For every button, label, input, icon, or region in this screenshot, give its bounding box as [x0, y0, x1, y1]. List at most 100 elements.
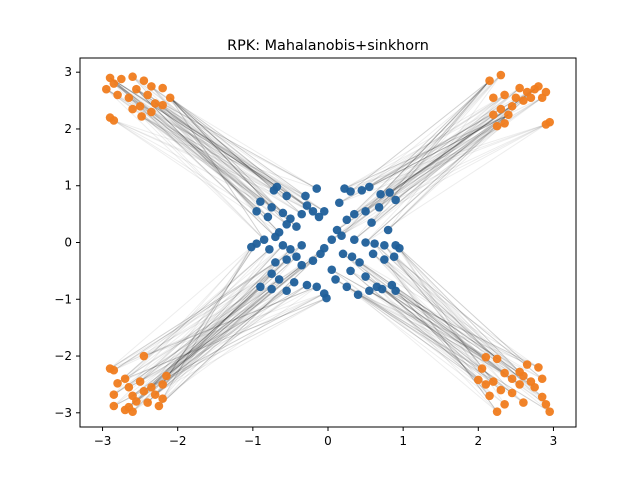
- transport-link: [166, 260, 314, 377]
- target-point: [492, 354, 502, 364]
- transport-link: [162, 104, 278, 188]
- source-point: [302, 280, 312, 290]
- target-point: [500, 90, 509, 100]
- transport-link: [372, 253, 543, 398]
- source-point: [391, 195, 400, 205]
- transport-link: [344, 114, 509, 190]
- transport-link: [162, 249, 270, 399]
- target-point: [113, 90, 122, 100]
- source-point: [365, 286, 374, 296]
- transport-link: [391, 284, 524, 377]
- transport-link: [395, 245, 505, 374]
- transport-link: [169, 97, 284, 214]
- source-point: [274, 275, 284, 284]
- transport-link: [387, 105, 513, 231]
- transport-link: [162, 246, 252, 399]
- transport-link: [374, 243, 479, 381]
- target-point: [109, 365, 119, 375]
- source-point: [282, 286, 291, 296]
- source-point: [395, 243, 404, 253]
- transport-link: [381, 288, 524, 403]
- source-point: [380, 241, 389, 250]
- transport-link: [365, 124, 547, 243]
- transport-link: [132, 76, 287, 197]
- transport-link: [113, 119, 317, 190]
- transport-link: [339, 85, 539, 204]
- transport-link: [124, 297, 327, 380]
- source-point: [376, 189, 385, 199]
- transport-link: [162, 273, 273, 399]
- transport-link: [344, 85, 539, 190]
- transport-link: [147, 244, 303, 403]
- transport-link: [376, 286, 498, 413]
- source-point: [312, 282, 322, 292]
- transport-link: [141, 116, 275, 191]
- transport-link: [132, 76, 317, 189]
- target-point: [519, 96, 528, 105]
- transport-link: [369, 114, 509, 188]
- transport-link: [395, 290, 487, 358]
- source-point: [383, 225, 393, 235]
- transport-link: [371, 80, 490, 223]
- source-point: [269, 185, 279, 195]
- source-point: [346, 266, 355, 276]
- transport-link: [395, 245, 483, 369]
- x-tick-label: 1: [399, 434, 407, 448]
- transport-link: [344, 94, 505, 190]
- source-point: [271, 232, 280, 242]
- target-point: [109, 79, 119, 88]
- transport-link: [350, 80, 490, 192]
- target-point: [519, 398, 528, 407]
- transport-link: [365, 276, 520, 385]
- transport-link: [169, 97, 303, 215]
- source-point: [267, 269, 276, 279]
- source-point: [334, 198, 344, 208]
- source-point: [282, 191, 291, 201]
- target-point: [143, 398, 152, 407]
- source-point: [380, 255, 389, 264]
- transport-link: [354, 85, 539, 215]
- transport-link: [162, 243, 258, 385]
- target-point: [109, 116, 119, 125]
- transport-link: [335, 278, 505, 374]
- transport-link: [346, 114, 494, 221]
- transport-link: [158, 290, 288, 407]
- x-tick-label: 2: [474, 434, 482, 448]
- transport-link: [341, 114, 494, 237]
- target-point: [113, 378, 122, 388]
- target-point: [139, 351, 149, 361]
- transport-link: [162, 246, 252, 385]
- transport-link: [371, 97, 543, 224]
- target-point: [474, 375, 483, 385]
- target-point: [158, 394, 167, 403]
- transport-link: [393, 256, 547, 405]
- source-point: [256, 197, 265, 206]
- transport-link: [141, 116, 272, 208]
- transport-link: [372, 253, 494, 382]
- transport-link: [128, 248, 291, 408]
- transport-link: [376, 286, 498, 360]
- transport-link: [399, 247, 487, 358]
- target-point: [496, 104, 506, 114]
- target-point: [120, 374, 130, 384]
- transport-link: [341, 97, 543, 237]
- transport-link: [166, 244, 303, 377]
- source-point: [278, 208, 288, 218]
- transport-link: [117, 278, 280, 384]
- x-axis: −3 −2 −1 0 1 2 3: [94, 427, 557, 448]
- target-point: [489, 377, 498, 386]
- transport-link: [154, 103, 291, 220]
- transport-link: [139, 293, 325, 383]
- transport-link: [380, 80, 490, 195]
- transport-link: [141, 116, 320, 218]
- transport-link: [331, 114, 509, 241]
- transport-link: [162, 104, 308, 207]
- transport-link: [124, 286, 261, 380]
- transport-link: [128, 286, 317, 388]
- transport-link: [143, 248, 270, 357]
- transport-link: [151, 86, 261, 202]
- transport-link: [136, 88, 257, 212]
- transport-link: [132, 290, 287, 397]
- transport-link: [141, 116, 302, 215]
- transport-link: [357, 294, 539, 368]
